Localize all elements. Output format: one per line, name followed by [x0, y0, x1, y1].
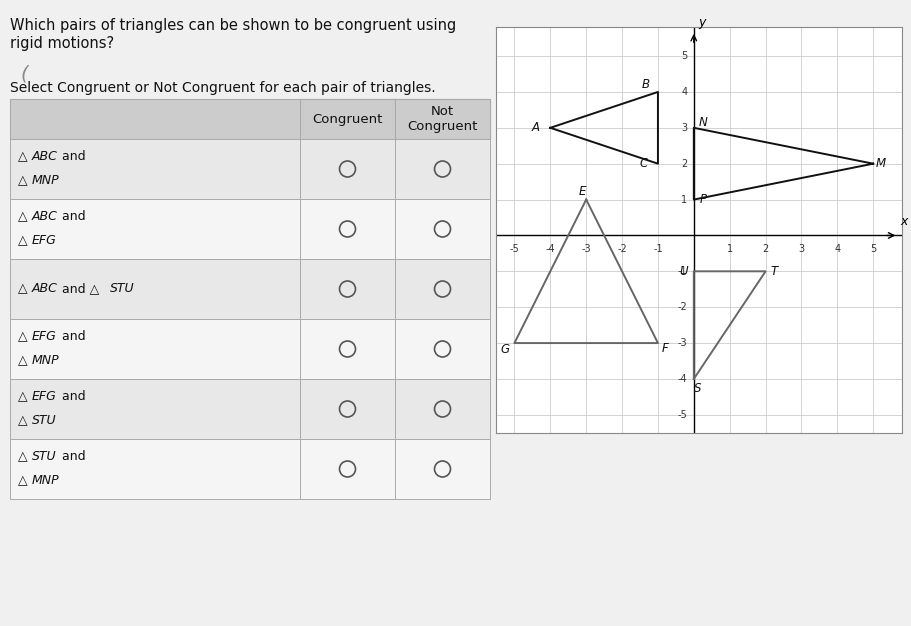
Bar [300, 199, 395, 259]
Text: F: F [661, 342, 669, 355]
Bar [10, 319, 300, 379]
Text: EFG: EFG [32, 391, 56, 404]
Text: STU: STU [32, 414, 56, 428]
Text: MNP: MNP [32, 354, 59, 367]
Bar [10, 439, 300, 499]
Text: △: △ [18, 282, 32, 295]
Text: -4: -4 [678, 374, 688, 384]
Text: E: E [578, 185, 587, 198]
Text: 1: 1 [727, 244, 732, 254]
Text: (: ( [20, 64, 27, 83]
Text: U: U [680, 265, 688, 278]
Text: EFG: EFG [32, 331, 56, 344]
Text: △: △ [18, 451, 32, 463]
Bar [300, 439, 395, 499]
Bar [395, 379, 490, 439]
Text: M: M [875, 157, 885, 170]
Bar [395, 99, 490, 139]
Text: 5: 5 [681, 51, 688, 61]
Text: T: T [771, 265, 778, 278]
Text: 4: 4 [681, 87, 688, 97]
Text: -5: -5 [509, 244, 519, 254]
Text: and: and [58, 150, 86, 163]
Text: -4: -4 [546, 244, 555, 254]
Text: A: A [532, 121, 540, 135]
Bar [395, 319, 490, 379]
Text: △: △ [18, 354, 32, 367]
Text: -3: -3 [678, 338, 688, 348]
Bar [10, 259, 300, 319]
Text: y: y [698, 16, 705, 29]
Text: △: △ [18, 210, 32, 223]
Bar [395, 439, 490, 499]
Text: Congruent: Congruent [312, 113, 383, 125]
Text: C: C [640, 157, 648, 170]
Bar [300, 319, 395, 379]
Text: -1: -1 [678, 266, 688, 276]
Text: 2: 2 [763, 244, 769, 254]
Text: 3: 3 [681, 123, 688, 133]
Text: -2: -2 [678, 302, 688, 312]
Text: Which pairs of triangles can be shown to be congruent using: Which pairs of triangles can be shown to… [10, 18, 456, 33]
Text: 3: 3 [798, 244, 804, 254]
Bar [300, 139, 395, 199]
Text: △: △ [18, 235, 32, 247]
Text: Select Congruent or Not Congruent for each pair of triangles.: Select Congruent or Not Congruent for ea… [10, 81, 435, 95]
Text: △: △ [18, 475, 32, 488]
Text: 1: 1 [681, 195, 688, 205]
Bar [395, 259, 490, 319]
Text: 2: 2 [681, 158, 688, 168]
Text: ABC: ABC [32, 150, 58, 163]
Text: △: △ [18, 391, 32, 404]
Text: -3: -3 [581, 244, 591, 254]
Text: MNP: MNP [32, 175, 59, 188]
Text: B: B [641, 78, 650, 91]
Text: P: P [700, 193, 706, 206]
Bar [10, 99, 490, 139]
Text: △: △ [18, 150, 32, 163]
Text: △: △ [18, 175, 32, 188]
Text: ABC: ABC [32, 282, 58, 295]
Text: G: G [501, 343, 510, 356]
Text: 4: 4 [834, 244, 840, 254]
Text: and △: and △ [58, 282, 103, 295]
Text: MNP: MNP [32, 475, 59, 488]
Text: rigid motions?: rigid motions? [10, 36, 114, 51]
Bar [10, 379, 300, 439]
Text: -5: -5 [678, 410, 688, 420]
Text: 5: 5 [870, 244, 876, 254]
Text: △: △ [18, 331, 32, 344]
Bar [395, 199, 490, 259]
Text: Not
Congruent: Not Congruent [407, 105, 477, 133]
Text: S: S [693, 382, 701, 396]
Bar [300, 379, 395, 439]
Text: ABC: ABC [32, 210, 58, 223]
Bar [10, 199, 300, 259]
Bar [300, 99, 395, 139]
Text: and: and [58, 391, 86, 404]
Text: -2: -2 [617, 244, 627, 254]
Text: △: △ [18, 414, 32, 428]
Text: STU: STU [110, 282, 135, 295]
Text: and: and [58, 210, 86, 223]
Text: and: and [58, 451, 86, 463]
Bar [395, 139, 490, 199]
Text: x: x [900, 215, 907, 228]
Text: STU: STU [32, 451, 56, 463]
Text: -1: -1 [653, 244, 662, 254]
Bar [10, 139, 300, 199]
Text: and: and [58, 331, 86, 344]
Text: EFG: EFG [32, 235, 56, 247]
Bar [300, 259, 395, 319]
Text: N: N [699, 116, 707, 129]
